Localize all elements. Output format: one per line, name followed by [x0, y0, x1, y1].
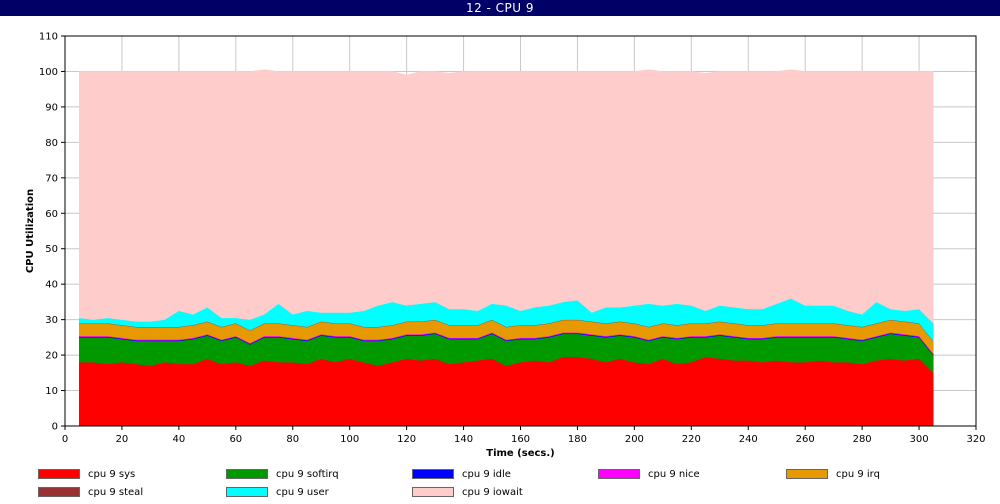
stacked-areas [78, 69, 934, 427]
x-tick-label: 20 [116, 434, 129, 445]
x-tick-label: 220 [682, 434, 701, 445]
y-tick-label: 0 [52, 422, 58, 433]
x-tick-label: 120 [397, 434, 416, 445]
y-tick-label: 110 [39, 32, 58, 43]
chart-legend: cpu 9 sys cpu 9 softirq cpu 9 idle cpu 9 ni… [0, 463, 1000, 504]
x-tick-label: 160 [511, 434, 530, 445]
y-tick-label: 20 [45, 351, 58, 362]
legend-label: cpu 9 user [276, 486, 329, 498]
y-axis-label: CPU Utilization [25, 189, 36, 273]
legend-swatch [38, 469, 80, 479]
x-tick-label: 200 [625, 434, 644, 445]
legend-label: cpu 9 idle [462, 468, 511, 480]
legend-swatch [412, 469, 454, 479]
x-tick-label: 140 [454, 434, 473, 445]
x-axis-ticks: 0 20 40 60 80 100 120 140 160 180 200 220 240 260 280 3… [62, 426, 986, 445]
x-tick-label: 0 [62, 434, 68, 445]
cpu-utilization-chart: 0 10 20 30 40 50 60 70 80 90 100 110 0 20 40 60 80 100 12… [0, 16, 1000, 463]
x-tick-label: 320 [966, 434, 985, 445]
x-tick-label: 240 [739, 434, 758, 445]
window-title: 12 - CPU 9 [0, 0, 1000, 16]
legend-swatch [38, 487, 80, 497]
legend-item-cpu-9-softirq: cpu 9 softirq [226, 467, 339, 481]
legend-item-cpu-9-iowait: cpu 9 iowait [412, 485, 523, 499]
x-tick-label: 60 [229, 434, 242, 445]
legend-label: cpu 9 sys [88, 468, 136, 480]
legend-label: cpu 9 steal [88, 486, 144, 498]
y-tick-label: 90 [45, 102, 58, 113]
y-axis-ticks: 0 10 20 30 40 50 60 70 80 90 100 110 [39, 32, 65, 433]
x-tick-label: 260 [796, 434, 815, 445]
x-tick-label: 180 [568, 434, 587, 445]
x-tick-label: 100 [340, 434, 359, 445]
legend-item-cpu-9-steal: cpu 9 steal [38, 485, 143, 499]
legend-item-cpu-9-irq: cpu 9 irq [786, 467, 880, 481]
legend-swatch [786, 469, 828, 479]
y-tick-label: 100 [39, 67, 58, 78]
area-cpu-9-iowait [78, 69, 934, 324]
y-tick-label: 80 [45, 138, 58, 149]
legend-swatch [598, 469, 640, 479]
legend-label: cpu 9 softirq [276, 468, 339, 480]
y-tick-label: 60 [45, 209, 58, 220]
legend-item-cpu-9-sys: cpu 9 sys [38, 467, 135, 481]
legend-label: cpu 9 irq [836, 468, 880, 480]
legend-label: cpu 9 nice [648, 468, 700, 480]
legend-item-cpu-9-user: cpu 9 user [226, 485, 329, 499]
legend-swatch [412, 487, 454, 497]
legend-swatch [226, 487, 268, 497]
x-tick-label: 280 [853, 434, 872, 445]
area-cpu-9-sys [78, 356, 934, 427]
y-tick-label: 40 [45, 280, 58, 291]
x-tick-label: 300 [910, 434, 929, 445]
legend-item-cpu-9-idle: cpu 9 idle [412, 467, 511, 481]
y-tick-label: 10 [45, 386, 58, 397]
legend-swatch [226, 469, 268, 479]
y-tick-label: 30 [45, 315, 58, 326]
legend-item-cpu-9-nice: cpu 9 nice [598, 467, 700, 481]
legend-label: cpu 9 iowait [462, 486, 523, 498]
x-axis-label: Time (secs.) [486, 448, 555, 459]
y-tick-label: 50 [45, 244, 58, 255]
y-tick-label: 70 [45, 173, 58, 184]
x-tick-label: 40 [173, 434, 186, 445]
x-tick-label: 80 [286, 434, 299, 445]
